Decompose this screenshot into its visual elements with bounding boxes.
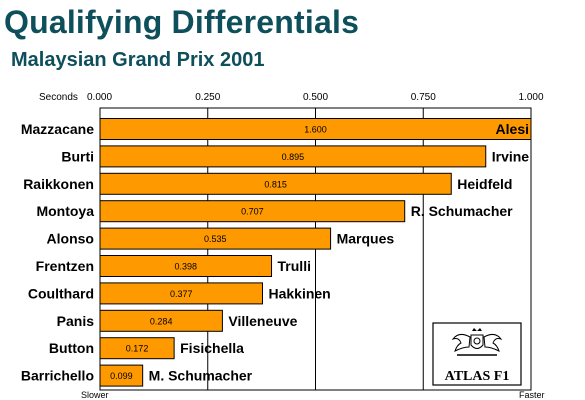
faster-driver-label: Irvine [492, 148, 530, 164]
bar-value-label: 1.600 [304, 125, 327, 135]
faster-driver-label: Heidfeld [457, 176, 512, 192]
slower-driver-label: Button [49, 340, 94, 356]
slower-driver-label: Alonso [47, 231, 94, 247]
x-tick-label: 0.250 [195, 92, 220, 103]
bar-value-label: 0.099 [110, 371, 133, 381]
faster-driver-label: R. Schumacher [411, 203, 513, 219]
faster-driver-label: Marques [337, 231, 395, 247]
bar [99, 172, 452, 195]
x-axis-label: Seconds [39, 92, 78, 103]
faster-label: Faster [519, 390, 545, 400]
logo-frame [432, 322, 522, 386]
faster-driver-label: Fisichella [180, 340, 244, 356]
slower-driver-label: Burti [61, 148, 94, 164]
faster-driver-label: Trulli [278, 258, 311, 274]
bar [99, 337, 175, 360]
faster-driver-label: M. Schumacher [149, 368, 253, 384]
bar-value-label: 0.398 [175, 262, 198, 272]
bar-value-label: 0.377 [170, 289, 193, 299]
bar [99, 364, 144, 387]
atlas-f1-logo: ATLAS F1 [432, 322, 522, 386]
bar-value-label: 0.172 [126, 344, 149, 354]
slower-driver-label: Montoya [36, 203, 94, 219]
x-tick-label: 0.500 [303, 92, 328, 103]
x-tick-label: 0.750 [411, 92, 436, 103]
bar [99, 200, 406, 223]
slower-driver-label: Coulthard [28, 285, 94, 301]
bar [99, 282, 263, 305]
faster-driver-label: Hakkinen [268, 285, 330, 301]
slower-driver-label: Barrichello [21, 368, 94, 384]
faster-driver-label: Alesi [496, 121, 529, 137]
bar [99, 227, 332, 250]
x-tick-label: 1.000 [518, 92, 543, 103]
bar-value-label: 0.535 [204, 234, 227, 244]
bar-value-label: 0.284 [150, 316, 173, 326]
bar [99, 255, 273, 277]
bar-value-label: 0.707 [241, 207, 264, 217]
bar [99, 145, 487, 168]
bar-value-label: 0.815 [264, 179, 287, 189]
slower-driver-label: Mazzacane [21, 121, 94, 137]
page-subtitle: Malaysian Grand Prix 2001 [11, 49, 265, 71]
faster-driver-label: Villeneuve [228, 313, 297, 329]
slower-driver-label: Frentzen [36, 258, 94, 274]
bar [99, 309, 223, 332]
crest-icon [451, 328, 503, 356]
slower-driver-label: Raikkonen [23, 176, 94, 192]
bar [99, 118, 532, 140]
slower-label: Slower [81, 390, 109, 400]
bar-value-label: 0.895 [282, 152, 305, 162]
logo-text: ATLAS F1 [445, 369, 510, 384]
slower-driver-label: Panis [57, 313, 95, 329]
x-tick-label: 0.000 [87, 92, 112, 103]
page-title: Qualifying Differentials [4, 4, 360, 40]
